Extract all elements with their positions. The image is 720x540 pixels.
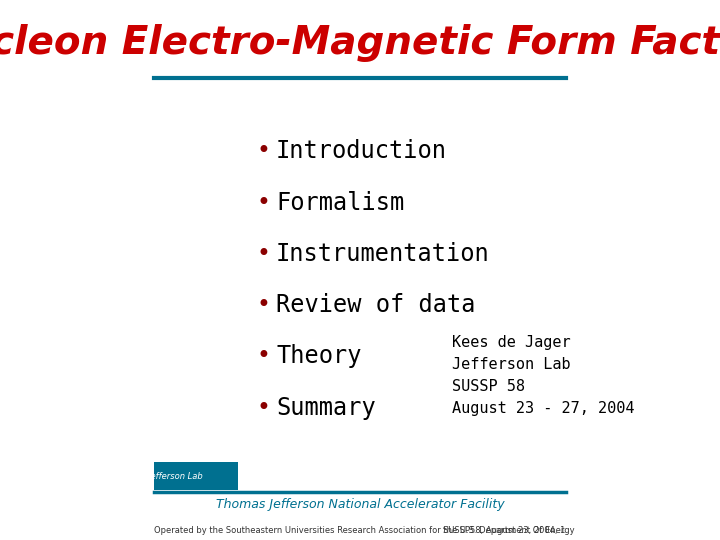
Text: SUSSP58, August 23, 2004, 1: SUSSP58, August 23, 2004, 1 xyxy=(444,526,566,535)
Text: •: • xyxy=(256,396,271,420)
Text: •: • xyxy=(256,242,271,266)
Text: Formalism: Formalism xyxy=(276,191,404,214)
Text: Introduction: Introduction xyxy=(276,139,447,163)
Text: •: • xyxy=(256,293,271,317)
FancyBboxPatch shape xyxy=(154,462,238,490)
Text: Theory: Theory xyxy=(276,345,361,368)
Text: •: • xyxy=(256,345,271,368)
Text: Operated by the Southeastern Universities Research Association for the U.S. Depa: Operated by the Southeastern Universitie… xyxy=(154,526,575,535)
Text: •: • xyxy=(256,191,271,214)
Text: Kees de Jager
Jefferson Lab
SUSSP 58
August 23 - 27, 2004: Kees de Jager Jefferson Lab SUSSP 58 Aug… xyxy=(452,335,635,416)
Text: •: • xyxy=(256,139,271,163)
Text: Summary: Summary xyxy=(276,396,376,420)
Text: Instrumentation: Instrumentation xyxy=(276,242,490,266)
Text: Nucleon Electro-Magnetic Form Factors: Nucleon Electro-Magnetic Form Factors xyxy=(0,24,720,62)
Text: Thomas Jefferson National Accelerator Facility: Thomas Jefferson National Accelerator Fa… xyxy=(216,498,504,511)
Text: Jefferson Lab: Jefferson Lab xyxy=(148,472,202,481)
Text: Review of data: Review of data xyxy=(276,293,475,317)
